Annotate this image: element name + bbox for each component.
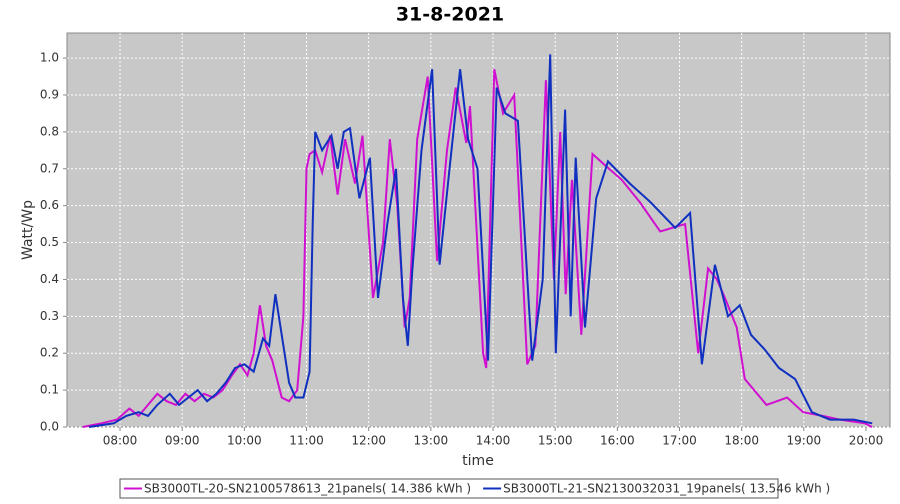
x-tick-label: 08:00 (103, 434, 138, 448)
legend-label: SB3000TL-20-SN2100578613_21panels( 14.38… (144, 482, 471, 496)
x-tick-label: 14:00 (476, 434, 511, 448)
y-tick-label: 0.0 (40, 420, 59, 434)
x-tick-label: 09:00 (165, 434, 200, 448)
y-tick-label: 0.7 (40, 161, 59, 175)
x-tick-label: 17:00 (662, 434, 697, 448)
x-tick-label: 16:00 (600, 434, 635, 448)
y-tick-label: 0.2 (40, 346, 59, 360)
x-tick-label: 13:00 (414, 434, 449, 448)
x-tick-label: 18:00 (724, 434, 759, 448)
y-tick-label: 0.6 (40, 198, 59, 212)
y-tick-label: 0.9 (40, 87, 59, 101)
plot-area (66, 32, 891, 428)
legend-box (119, 478, 779, 499)
y-tick-label: 1.0 (40, 51, 59, 65)
y-tick-label: 0.1 (40, 383, 59, 397)
y-tick-label: 0.4 (40, 272, 59, 286)
x-tick-label: 15:00 (538, 434, 573, 448)
x-tick-label: 19:00 (787, 434, 822, 448)
y-tick-label: 0.5 (40, 235, 59, 249)
y-tick-label: 0.3 (40, 309, 59, 323)
x-tick-label: 10:00 (227, 434, 262, 448)
x-tick-label: 20:00 (849, 434, 884, 448)
y-axis-label: Watt/Wp (20, 200, 36, 260)
y-tick-label: 0.8 (40, 124, 59, 138)
x-tick-label: 12:00 (351, 434, 386, 448)
x-tick-label: 11:00 (289, 434, 324, 448)
legend-label: SB3000TL-21-SN2130032031_19panels( 13.54… (503, 482, 830, 496)
series-line (88, 54, 873, 428)
x-axis-label: time (462, 453, 494, 469)
chart-title: 31-8-2021 (396, 4, 504, 26)
